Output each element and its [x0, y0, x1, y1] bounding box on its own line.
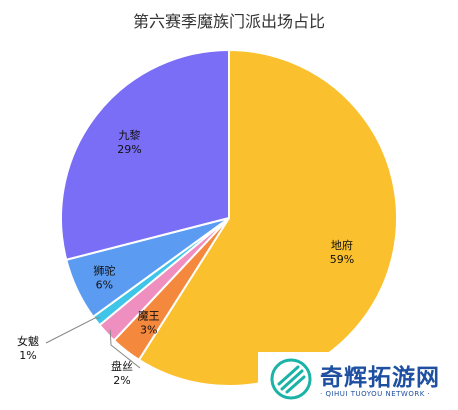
slice-name-label-5: 狮驼: [93, 264, 115, 278]
slice-name-label-4: 女魃: [17, 334, 39, 348]
leader-line-3: [109, 329, 141, 369]
slice-percent-label-4: 1%: [19, 349, 36, 362]
slice-name-label-2: 魔王: [138, 309, 160, 323]
pie-slice-6: [60, 48, 230, 261]
slice-name-label-1: 地府: [331, 238, 353, 252]
slice-percent-label-6: 29%: [117, 143, 141, 156]
watermark-brand: 奇辉拓游网: [320, 365, 440, 391]
watermark: 奇辉拓游网 · QIHUI TUOYOU NETWORK ·: [258, 352, 458, 410]
pie-slice-1: [137, 48, 398, 387]
slice-percent-label-3: 2%: [113, 374, 130, 387]
leader-lines: [45, 317, 141, 369]
pie-slices: [60, 48, 398, 387]
leader-line-4: [45, 317, 101, 344]
watermark-logo-icon: [270, 358, 312, 400]
slice-percent-label-5: 6%: [96, 279, 113, 292]
slice-percent-label-2: 3%: [140, 324, 157, 337]
slice-name-label-3: 盘丝: [111, 359, 133, 373]
slice-name-label-6: 九黎: [118, 128, 140, 142]
watermark-subtitle: · QIHUI TUOYOU NETWORK ·: [320, 390, 431, 398]
chart-title: 第六赛季魔族门派出场占比: [133, 12, 325, 31]
slice-percent-label-1: 59%: [330, 253, 354, 266]
